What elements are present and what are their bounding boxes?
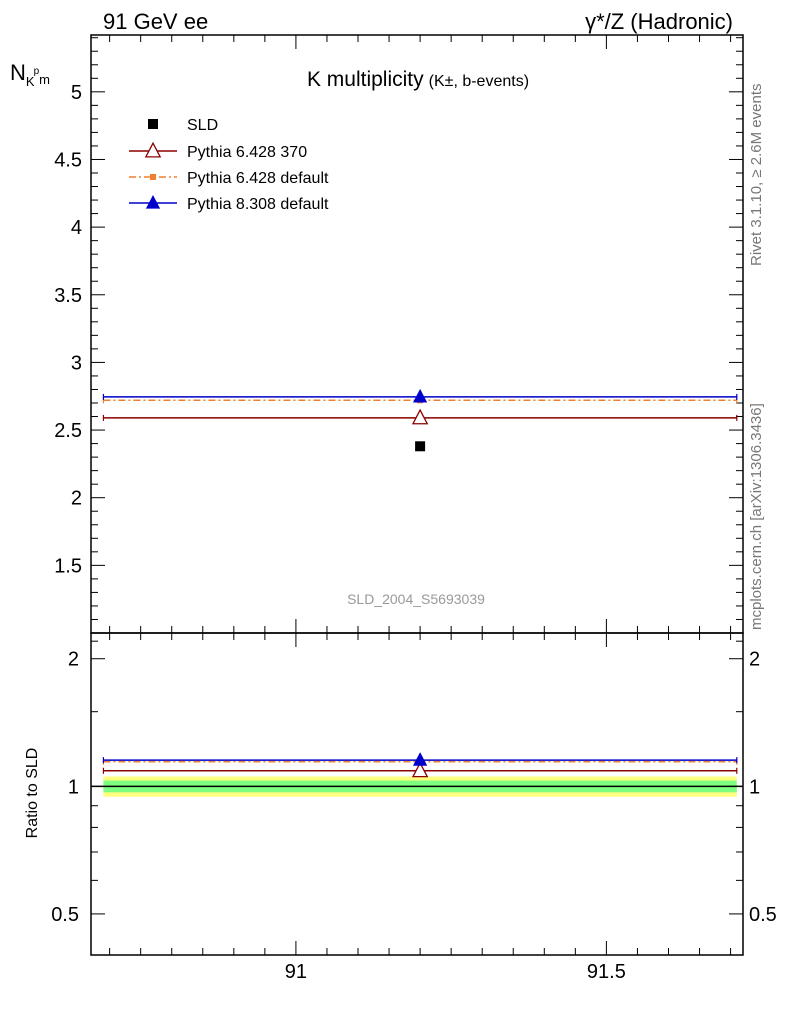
- mcplots-note: mcplots.cern.ch [arXiv:1306.3436]: [748, 403, 765, 630]
- y-tick-label: 5: [71, 82, 82, 104]
- ratio-y-tick-label-left: 0.5: [51, 904, 79, 926]
- y-tick-label: 3.5: [54, 285, 82, 307]
- ratio-marker-pythia8-default: [412, 752, 428, 766]
- y-tick-label: 3: [71, 352, 82, 374]
- data-marks: [102, 388, 738, 778]
- legend-label-1: Pythia 6.428 370: [187, 144, 307, 161]
- legend-label-0: SLD: [187, 117, 218, 134]
- axis-ticks: 1.5 2 2.5 3 3.5 4 4.5 5 0.5 0.5 1 1 2 2 91 91.5: [51, 35, 777, 983]
- ratio-panel-frame: [90, 632, 744, 956]
- ratio-marker-pythia6-370: [411, 761, 429, 778]
- legend-label-2: Pythia 6.428 default: [187, 170, 329, 187]
- legend-marker-sld: [148, 119, 158, 129]
- y-label-n: N: [10, 60, 26, 85]
- legend-marker-pythia8-default: [145, 194, 161, 209]
- y-tick-label: 4.5: [54, 149, 82, 171]
- rivet-note: Rivet 3.1.10, ≥ 2.6M events: [748, 84, 765, 267]
- legend-marker-pythia6-370: [144, 141, 162, 158]
- ratio-y-tick-label-right: 2: [749, 649, 760, 671]
- legend-label-3: Pythia 8.308 default: [187, 196, 329, 213]
- chart-title: K multiplicity (K±, b-events): [307, 68, 529, 91]
- chart-title-main: K multiplicity: [307, 68, 424, 91]
- legend: SLD Pythia 6.428 370 Pythia 6.428 default P…: [129, 117, 329, 213]
- plot-frames: [90, 34, 744, 956]
- y-tick-label: 2: [71, 488, 82, 510]
- y-label-sub2: m: [39, 72, 50, 87]
- ratio-uncertainty-band: [91, 776, 743, 797]
- x-tick-label: 91.5: [587, 961, 626, 983]
- y-axis-label-ratio: Ratio to SLD: [24, 748, 41, 839]
- ratio-y-tick-label-left: 2: [68, 649, 79, 671]
- watermark-label: SLD_2004_S5693039: [347, 591, 485, 607]
- ratio-y-tick-label-right: 1: [749, 776, 760, 798]
- y-axis-label-main: NKpm: [10, 60, 50, 89]
- y-tick-label: 2.5: [54, 420, 82, 442]
- header-left-label: 91 GeV ee: [103, 9, 208, 34]
- main-marker-sld: [415, 441, 426, 452]
- y-label-sub: K: [26, 74, 35, 89]
- y-tick-label: 4: [71, 217, 82, 239]
- chart-title-suffix: (K±, b-events): [429, 73, 529, 90]
- y-tick-label: 1.5: [54, 555, 82, 577]
- ratio-y-tick-label-left: 1: [68, 776, 79, 798]
- legend-marker-pythia6-default: [150, 174, 156, 180]
- main-marker-pythia6-370: [411, 408, 429, 425]
- main-marker-pythia8-default: [412, 388, 428, 403]
- header-right-label: γ*/Z (Hadronic): [585, 9, 733, 34]
- y-label-sup: p: [34, 66, 40, 77]
- x-tick-label: 91: [285, 961, 307, 983]
- ratio-y-tick-label-right: 0.5: [749, 904, 777, 926]
